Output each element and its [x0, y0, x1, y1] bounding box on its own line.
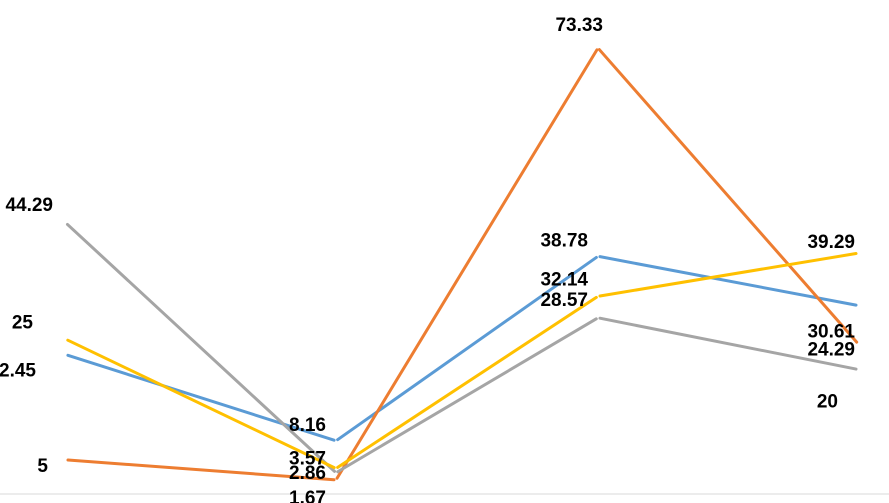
- series-4-segment-2: [336, 295, 598, 469]
- data-label-series-4-point-4: 39.29: [807, 232, 855, 253]
- series-2-segment-2: [335, 48, 599, 480]
- data-label-series-1-point-3: 38.78: [540, 230, 588, 251]
- data-label-series-3-point-2: 2.86: [289, 463, 326, 484]
- data-label-series-2-point-3: 73.33: [555, 15, 603, 36]
- data-label-series-3-point-1: 44.29: [5, 195, 53, 216]
- data-label-series-1-point-2: 8.16: [289, 415, 326, 436]
- series-2-segment-3: [597, 48, 859, 344]
- series-3-segment-3: [598, 316, 858, 371]
- series-layer: [65, 48, 859, 482]
- data-label-series-1-point-1: 22.45: [0, 361, 36, 382]
- series-4-segment-1: [66, 338, 336, 470]
- data-label-series-4-point-2: 3.57: [289, 448, 326, 469]
- series-3-segment-2: [336, 317, 598, 474]
- data-label-series-4-point-1: 25: [12, 312, 34, 333]
- data-label-series-2-point-1: 5: [37, 456, 48, 477]
- data-label-series-2-point-2: 1.67: [289, 488, 326, 503]
- data-label-series-2-point-4: 24.29: [807, 340, 855, 361]
- series-1-segment-1: [66, 353, 336, 442]
- series-1-segment-2: [336, 255, 598, 442]
- data-label-series-1-point-4: 30.61: [807, 322, 855, 343]
- data-label-series-4-point-3: 32.14: [540, 269, 588, 290]
- series-1-segment-3: [598, 255, 858, 307]
- series-4-segment-3: [598, 252, 858, 298]
- series-3-segment-1: [65, 222, 337, 473]
- data-label-series-3-point-3: 28.57: [540, 290, 588, 311]
- series-2-segment-1: [66, 458, 336, 482]
- data-label-series-3-point-4: 20: [817, 391, 838, 412]
- data-label-layer: 22.45 8.16 38.78 30.61 5 1.67 73.33 24.29 44.29 2…: [0, 15, 855, 503]
